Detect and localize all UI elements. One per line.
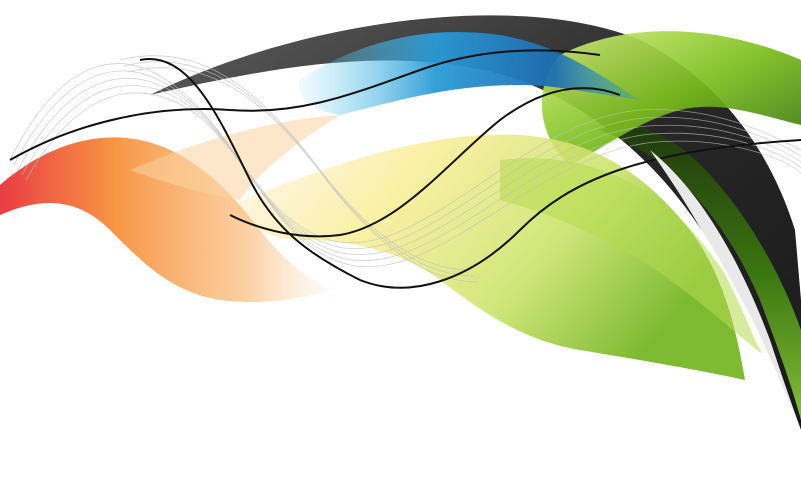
blue-cyan-ribbon <box>299 32 640 115</box>
orange-red-ribbon <box>0 137 330 302</box>
green-leaf-ribbon <box>541 31 801 166</box>
light-green-sweep <box>500 158 770 360</box>
dark-green-band <box>600 126 801 420</box>
gray-line-mesh <box>9 55 801 283</box>
peach-band <box>130 115 340 200</box>
thin-black-wave-line <box>9 49 801 289</box>
